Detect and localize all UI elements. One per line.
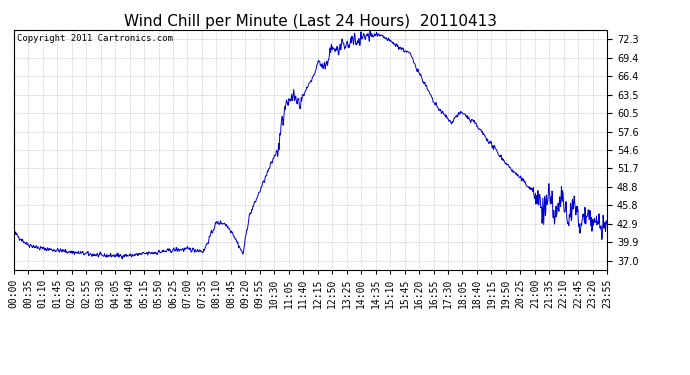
Title: Wind Chill per Minute (Last 24 Hours)  20110413: Wind Chill per Minute (Last 24 Hours) 20…: [124, 14, 497, 29]
Text: Copyright 2011 Cartronics.com: Copyright 2011 Cartronics.com: [17, 34, 172, 43]
